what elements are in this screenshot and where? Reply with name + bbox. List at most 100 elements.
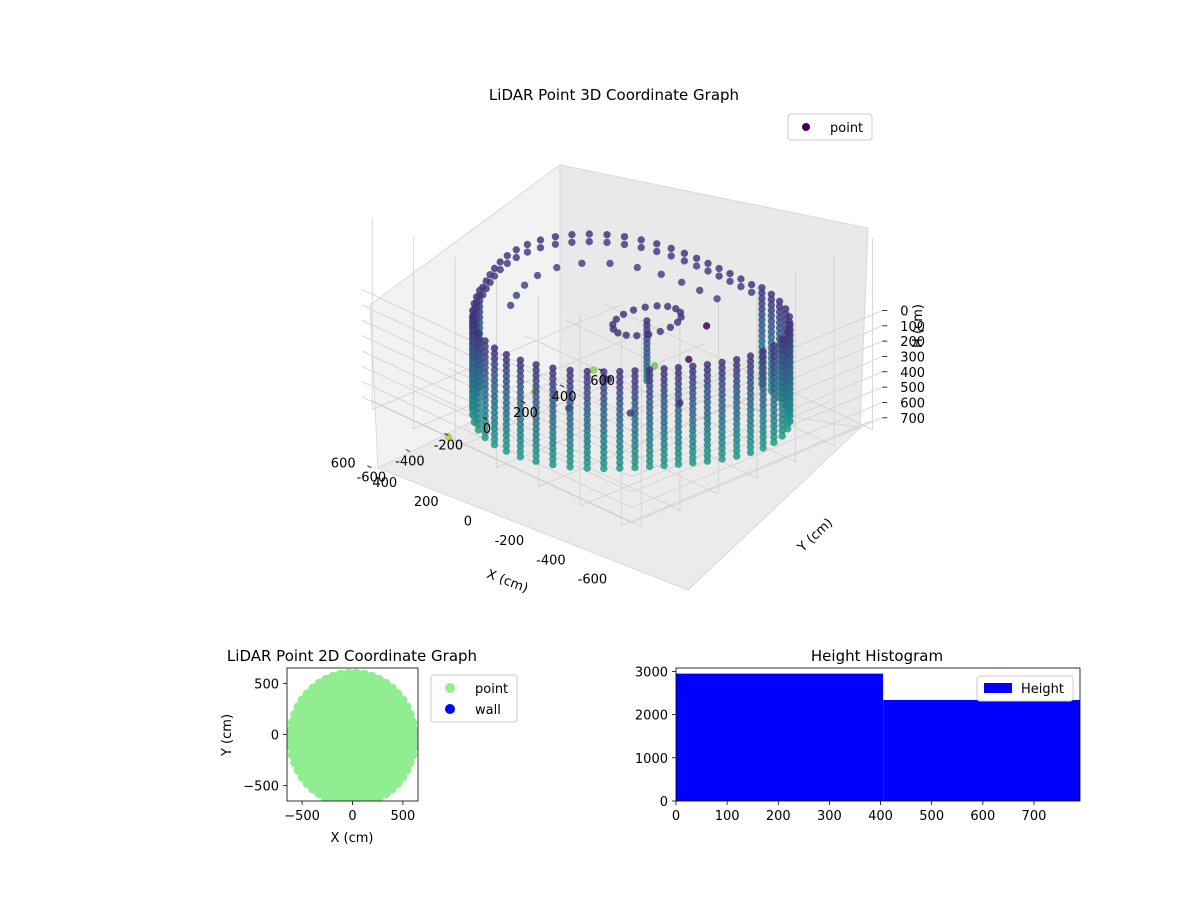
y-tick-label-3d: 600: [331, 456, 356, 471]
point-3d: [536, 236, 545, 244]
histogram-x-tick-label: 300: [817, 809, 842, 824]
point-3d: [503, 251, 512, 260]
x-tick-label-3d: 400: [552, 390, 577, 405]
point-3d: [653, 239, 661, 248]
x-tick-label-3d: 200: [513, 406, 538, 421]
grid-z-left: [361, 396, 632, 524]
point-2d: [335, 669, 346, 680]
z-tick-label-3d: 0: [900, 304, 908, 319]
legend-2d: point wall: [430, 674, 518, 723]
grid-z-right: [631, 402, 883, 508]
point-3d: [502, 447, 511, 456]
point-3d: [512, 253, 521, 262]
x-tick-label-2d: 500: [390, 809, 415, 824]
point-3d: [496, 258, 505, 266]
point-cloud-2d: [287, 668, 418, 801]
point-3d: [512, 291, 521, 300]
histogram-y-tick-label: 0: [660, 795, 668, 810]
point-3d: [633, 263, 642, 272]
y-tick-label-2d: 0: [271, 729, 279, 744]
point-3d: [536, 243, 545, 252]
legend-3d-marker-point: [802, 123, 810, 131]
ticks-2d: −500 0 500 −500 0 500: [243, 677, 415, 824]
point-3d: [568, 238, 576, 247]
z-axis-label-3d: H (cm): [911, 304, 926, 348]
point-3d: [631, 463, 639, 472]
y-tick-label-3d: 0: [464, 515, 472, 530]
x-axis-label-2d: X (cm): [331, 831, 374, 846]
point-3d: [644, 330, 653, 339]
point-3d: [737, 275, 745, 283]
histogram-x-tick-label: 400: [868, 809, 893, 824]
x-tick-mark-3d: [367, 465, 372, 469]
histogram-x-tick-label: 0: [672, 809, 680, 824]
point-3d: [674, 460, 683, 469]
point-3d: [732, 452, 741, 461]
point-3d: [482, 277, 491, 285]
point-3d: [692, 262, 701, 270]
x-tick-mark-3d: [598, 368, 603, 372]
point-3d: [656, 327, 665, 336]
point-2d: [328, 795, 339, 801]
chart-2d-title: LiDAR Point 2D Coordinate Graph: [227, 647, 477, 665]
point-2d: [287, 733, 296, 744]
z-tick-label-3d: 400: [900, 366, 925, 381]
point-2d: [287, 741, 297, 752]
grid-z-right: [631, 356, 883, 462]
legend-histogram-label: Height: [1021, 682, 1064, 697]
legend-2d-label-wall: wall: [475, 703, 501, 718]
point-3d: [778, 432, 787, 440]
y-tick-label-3d: 400: [372, 476, 397, 491]
point-3d: [616, 464, 624, 472]
point-2d: [404, 757, 415, 768]
x-tick-label-2d: 0: [348, 809, 356, 824]
point-3d: [612, 315, 621, 324]
point-cloud-3d: [444, 230, 794, 473]
chart-2d: LiDAR Point 2D Coordinate Graph −500 0 500…: [220, 647, 518, 846]
legend-histogram-frame: [976, 675, 1074, 702]
point-3d: [626, 409, 635, 417]
point-3d: [713, 294, 721, 303]
point-3d: [677, 278, 686, 287]
histogram-title: Height Histogram: [811, 647, 943, 665]
y-tick-label-3d: -400: [536, 553, 566, 568]
point-3d: [703, 457, 712, 466]
z-tick-label-3d: 300: [900, 350, 925, 365]
y-tick-label-3d: -600: [578, 573, 608, 588]
histogram-bar: [676, 673, 884, 801]
legend-3d-label-point: point: [830, 121, 863, 136]
point-3d: [680, 257, 689, 265]
point-3d: [657, 270, 666, 279]
point-3d: [481, 433, 489, 442]
point-3d: [566, 463, 574, 471]
point-3d: [676, 399, 684, 407]
point-3d: [523, 248, 532, 256]
histogram-x-tick-label: 200: [766, 809, 791, 824]
point-3d: [568, 230, 576, 239]
point-3d: [726, 269, 734, 278]
grid-z-right: [631, 371, 883, 478]
point-3d: [746, 448, 755, 457]
point-2d: [344, 798, 353, 801]
point-3d: [578, 259, 586, 268]
point-3d: [704, 267, 712, 275]
point-3d: [551, 240, 560, 249]
point-3d: [553, 263, 561, 272]
grid-z-right: [631, 325, 883, 432]
point-2d: [287, 749, 298, 760]
x-tick-labels-3d: -600 -400 -200 0 200 400 600: [357, 368, 615, 486]
y-tick-labels-3d: -600 -400 -200 0 200 400 600: [331, 456, 607, 587]
grid-z-right: [631, 386, 883, 493]
x-tick-label-3d: 0: [483, 422, 491, 437]
point-3d: [759, 444, 767, 452]
point-3d: [490, 264, 499, 273]
point-3d: [585, 230, 594, 238]
y-tick-label-2d: −500: [243, 780, 279, 795]
point-2d: [352, 798, 361, 801]
point-3d: [600, 464, 608, 473]
point-3d: [620, 240, 629, 249]
grid-z-right: [631, 417, 883, 524]
point-2d: [290, 709, 301, 720]
